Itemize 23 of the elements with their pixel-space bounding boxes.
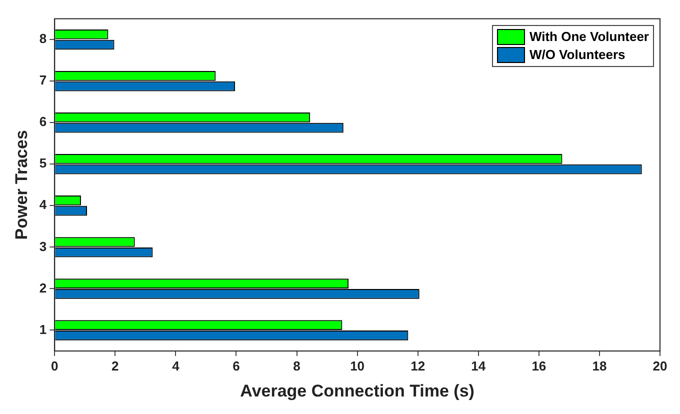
x-tick-label: 12 bbox=[410, 358, 426, 374]
y-tick-label: 2 bbox=[39, 280, 47, 296]
x-tick-label: 8 bbox=[293, 358, 300, 374]
x-tick-label: 10 bbox=[350, 358, 365, 374]
x-tick-label: 18 bbox=[592, 358, 607, 374]
y-axis-title: Power Traces bbox=[12, 130, 31, 240]
y-tick-label: 3 bbox=[39, 238, 47, 254]
y-tick-label: 7 bbox=[39, 72, 47, 88]
x-tick-label: 20 bbox=[652, 358, 668, 374]
x-tick-label: 4 bbox=[172, 358, 180, 374]
legend-label: W/O Volunteers bbox=[529, 46, 626, 64]
x-tick-label: 16 bbox=[532, 358, 546, 374]
y-tick-label: 5 bbox=[39, 156, 47, 171]
y-tick-label: 8 bbox=[39, 31, 47, 46]
x-tick-label: 2 bbox=[112, 358, 119, 374]
x-axis-title: Average Connection Time (s) bbox=[240, 381, 474, 400]
x-tick-label: 6 bbox=[232, 358, 240, 374]
y-tick-label: 4 bbox=[39, 197, 48, 212]
legend-label: With One Volunteer bbox=[529, 28, 649, 46]
y-tick-label: 6 bbox=[39, 114, 47, 130]
y-tick-label: 1 bbox=[39, 322, 47, 337]
x-tick-label: 14 bbox=[471, 358, 486, 374]
x-tick-label: 0 bbox=[51, 358, 58, 374]
